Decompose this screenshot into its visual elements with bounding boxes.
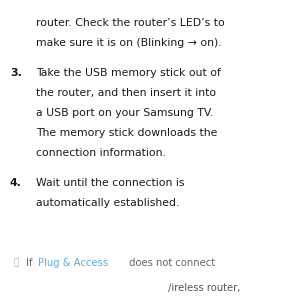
Text: Take the USB memory stick out of: Take the USB memory stick out of [36,68,221,78]
Text: the router, and then insert it into: the router, and then insert it into [36,88,216,98]
Text: connection information.: connection information. [36,148,166,158]
Text: does not connect: does not connect [126,258,215,268]
Text: 3.: 3. [10,68,22,78]
Text: make sure it is on (Blinking → on).: make sure it is on (Blinking → on). [36,38,222,48]
Text: If: If [26,258,36,268]
Text: a USB port on your Samsung TV.: a USB port on your Samsung TV. [36,108,213,118]
Text: ⓨ: ⓨ [13,258,18,267]
Text: The memory stick downloads the: The memory stick downloads the [36,128,218,138]
Text: automatically established.: automatically established. [36,198,179,208]
Text: router. Check the router’s LED’s to: router. Check the router’s LED’s to [36,18,225,28]
Text: ∕ireless router,: ∕ireless router, [168,283,240,293]
Text: 4.: 4. [10,178,22,188]
Text: Plug & Access: Plug & Access [38,258,108,268]
Text: Wait until the connection is: Wait until the connection is [36,178,184,188]
